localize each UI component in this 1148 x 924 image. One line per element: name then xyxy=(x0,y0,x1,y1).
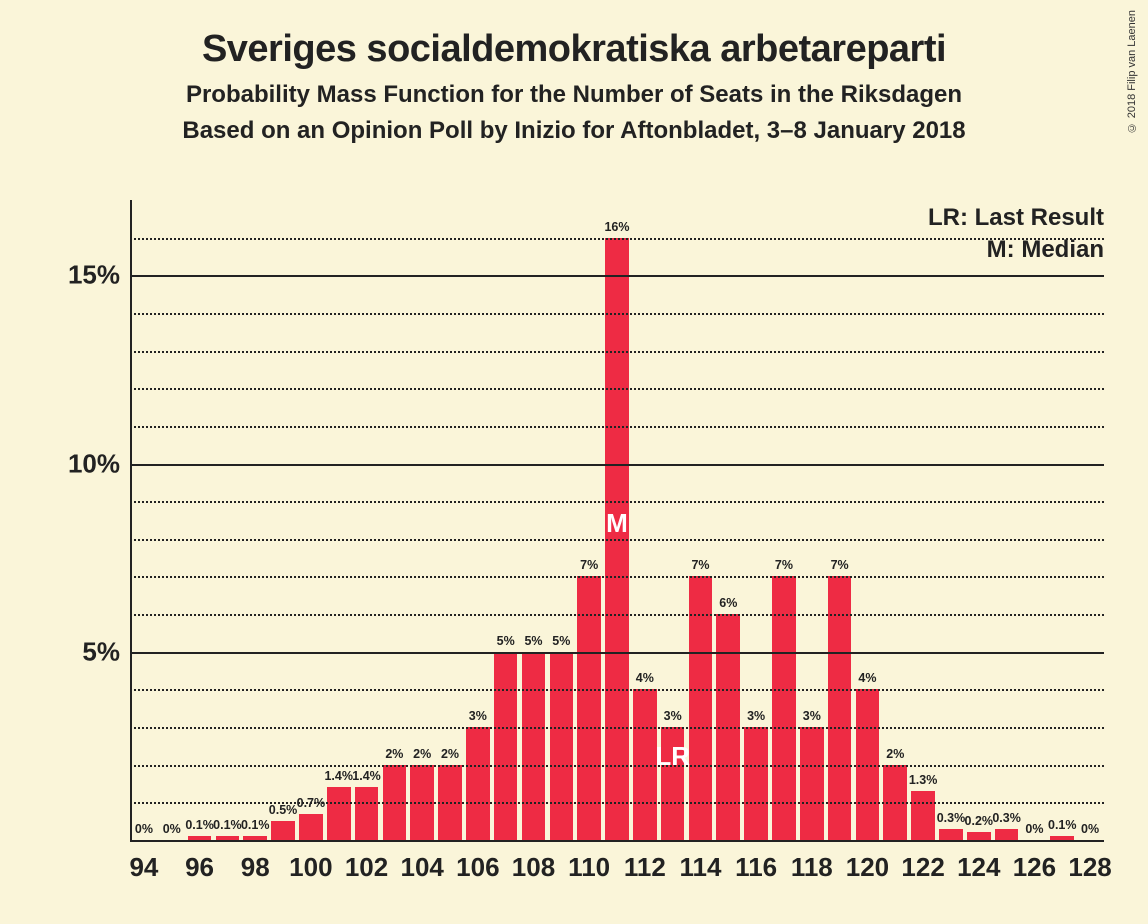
bar-value-label: 5% xyxy=(552,634,570,648)
bar-value-label: 2% xyxy=(886,747,904,761)
bar-value-label: 16% xyxy=(604,220,629,234)
bar-value-label: 2% xyxy=(441,747,459,761)
x-tick-label: 114 xyxy=(680,852,722,883)
grid-minor xyxy=(130,689,1104,691)
y-tick-label: 5% xyxy=(60,636,120,667)
bar-value-label: 7% xyxy=(691,558,709,572)
grid-minor xyxy=(130,351,1104,353)
chart-subtitle-2: Based on an Opinion Poll by Inizio for A… xyxy=(0,117,1148,145)
bar xyxy=(494,652,518,840)
grid-major xyxy=(130,652,1104,654)
bar-value-label: 4% xyxy=(858,671,876,685)
bar-value-label: 0.3% xyxy=(992,811,1021,825)
y-axis xyxy=(130,200,132,840)
bar-value-label: 1.3% xyxy=(909,773,938,787)
bar-value-label: 0% xyxy=(135,822,153,836)
x-tick-label: 98 xyxy=(241,852,270,883)
copyright-text: © 2018 Filip van Laenen xyxy=(1126,10,1138,133)
bar-value-label: 4% xyxy=(636,671,654,685)
bar-value-label: 0.1% xyxy=(241,818,270,832)
last-result-marker: LR xyxy=(655,741,690,772)
bar-value-label: 3% xyxy=(747,709,765,723)
bar xyxy=(744,727,768,840)
x-tick-label: 100 xyxy=(289,852,332,883)
x-tick-label: 128 xyxy=(1068,852,1111,883)
x-tick-label: 120 xyxy=(846,852,889,883)
chart-subtitle-1: Probability Mass Function for the Number… xyxy=(0,81,1148,109)
grid-minor xyxy=(130,501,1104,503)
bar-value-label: 0.1% xyxy=(213,818,242,832)
bar xyxy=(939,829,963,840)
y-tick-label: 10% xyxy=(60,448,120,479)
grid-minor xyxy=(130,539,1104,541)
bar xyxy=(800,727,824,840)
bar-value-label: 7% xyxy=(831,558,849,572)
plot-area: 0%0%0.1%0.1%0.1%0.5%0.7%1.4%1.4%2%2%2%3%… xyxy=(130,200,1104,840)
chart-title: Sveriges socialdemokratiska arbetarepart… xyxy=(0,0,1148,71)
x-tick-label: 126 xyxy=(1013,852,1056,883)
bar xyxy=(967,832,991,840)
x-tick-label: 112 xyxy=(624,852,666,883)
bar-value-label: 1.4% xyxy=(324,769,353,783)
grid-minor xyxy=(130,802,1104,804)
grid-minor xyxy=(130,765,1104,767)
x-tick-label: 108 xyxy=(512,852,555,883)
x-tick-label: 96 xyxy=(185,852,214,883)
bar-value-label: 0% xyxy=(163,822,181,836)
bar xyxy=(299,814,323,840)
bar-value-label: 0% xyxy=(1025,822,1043,836)
x-tick-label: 104 xyxy=(400,852,443,883)
grid-major xyxy=(130,275,1104,277)
x-tick-label: 94 xyxy=(129,852,158,883)
bar xyxy=(327,787,351,840)
bar xyxy=(466,727,490,840)
bar-value-label: 5% xyxy=(497,634,515,648)
grid-minor xyxy=(130,576,1104,578)
bar xyxy=(550,652,574,840)
x-tick-label: 124 xyxy=(957,852,1000,883)
bar xyxy=(911,791,935,840)
x-tick-label: 110 xyxy=(568,852,610,883)
bar-value-label: 6% xyxy=(719,596,737,610)
grid-minor xyxy=(130,614,1104,616)
bar xyxy=(355,787,379,840)
bar-value-label: 7% xyxy=(580,558,598,572)
bar-value-label: 1.4% xyxy=(352,769,381,783)
x-tick-label: 122 xyxy=(901,852,944,883)
bar-value-label: 2% xyxy=(413,747,431,761)
grid-minor xyxy=(130,238,1104,240)
bar-value-label: 0.3% xyxy=(937,811,966,825)
grid-minor xyxy=(130,313,1104,315)
bar-value-label: 0.5% xyxy=(269,803,298,817)
bar xyxy=(995,829,1019,840)
x-tick-label: 106 xyxy=(456,852,499,883)
x-tick-label: 118 xyxy=(791,852,833,883)
grid-minor xyxy=(130,388,1104,390)
bar-value-label: 2% xyxy=(385,747,403,761)
x-tick-label: 116 xyxy=(735,852,777,883)
chart-container: LR: Last Result M: Median 0%0%0.1%0.1%0.… xyxy=(60,200,1120,890)
median-marker: M xyxy=(606,508,628,539)
bar xyxy=(522,652,546,840)
bar-value-label: 0.1% xyxy=(1048,818,1077,832)
bar-value-label: 5% xyxy=(524,634,542,648)
grid-minor xyxy=(130,426,1104,428)
bar-value-label: 7% xyxy=(775,558,793,572)
bar-value-label: 0.1% xyxy=(185,818,214,832)
bar-value-label: 3% xyxy=(469,709,487,723)
x-tick-label: 102 xyxy=(345,852,388,883)
bar-value-label: 0% xyxy=(1081,822,1099,836)
x-axis xyxy=(130,840,1104,842)
y-tick-label: 15% xyxy=(60,260,120,291)
grid-minor xyxy=(130,727,1104,729)
bar-value-label: 3% xyxy=(664,709,682,723)
bar-value-label: 3% xyxy=(803,709,821,723)
bar xyxy=(271,821,295,840)
grid-major xyxy=(130,464,1104,466)
bar-value-label: 0.2% xyxy=(965,814,994,828)
